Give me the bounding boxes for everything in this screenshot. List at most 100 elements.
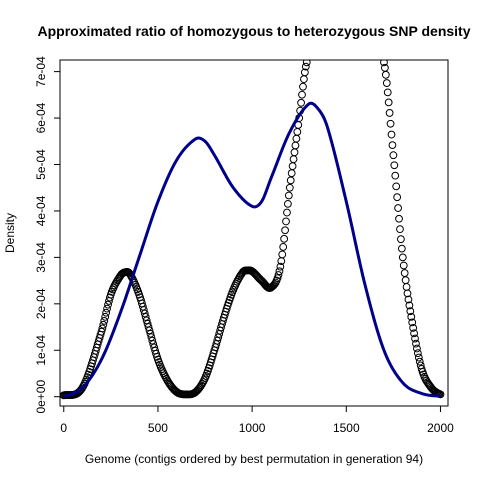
y-tick-label: 0e+00: [34, 380, 48, 414]
data-point: [98, 324, 107, 333]
data-point: [279, 243, 288, 251]
data-point: [390, 161, 399, 170]
data-point: [194, 385, 203, 394]
data-point: [103, 304, 111, 313]
data-point: [102, 308, 111, 317]
data-point: [401, 276, 410, 285]
data-point: [300, 75, 308, 84]
data-point: [302, 60, 311, 67]
data-point: [382, 79, 391, 87]
y-tick-label: 6e-04: [34, 102, 48, 133]
data-point: [402, 283, 411, 291]
data-point: [291, 141, 300, 150]
data-point: [386, 119, 395, 128]
data-point: [414, 353, 423, 362]
data-point: [147, 333, 156, 342]
data-point: [281, 226, 289, 235]
data-point: [391, 171, 400, 180]
x-tick-label: 1500: [333, 421, 360, 435]
x-tick-label: 500: [148, 421, 168, 435]
data-point: [403, 289, 412, 298]
x-axis-label: Genome (contigs ordered by best permutat…: [85, 452, 423, 466]
x-axis: 0 500 1000 1500 2000: [60, 405, 454, 435]
data-point: [146, 329, 155, 338]
data-point: [282, 217, 290, 226]
data-point: [393, 193, 402, 202]
data-point: [410, 329, 419, 338]
data-point: [284, 191, 293, 200]
y-tick-label: 2e-04: [34, 288, 48, 319]
data-point: [399, 261, 408, 270]
data-point: [298, 90, 306, 99]
data-point: [415, 357, 424, 366]
data-point: [286, 176, 295, 185]
data-point: [381, 70, 390, 79]
data-point: [283, 208, 291, 217]
y-tick-label: 7e-04: [34, 56, 48, 87]
data-point: [285, 183, 294, 192]
data-point: [417, 364, 426, 373]
data-point: [413, 344, 421, 353]
data-point: [278, 250, 287, 259]
plot-border: [59, 59, 449, 407]
data-point: [274, 271, 283, 279]
data-point: [400, 269, 409, 277]
data-point: [383, 88, 392, 97]
data-point: [293, 127, 302, 136]
data-point: [392, 182, 401, 191]
point-series: [60, 60, 445, 400]
data-point: [394, 204, 402, 212]
data-point: [397, 244, 406, 253]
data-point: [396, 225, 404, 234]
data-point: [104, 300, 112, 309]
data-point: [284, 199, 292, 208]
data-point: [145, 326, 154, 335]
data-point: [397, 235, 405, 244]
data-point: [299, 82, 307, 91]
chart-title: Approximated ratio of homozygous to hete…: [37, 23, 470, 39]
data-point: [411, 334, 419, 343]
data-point: [280, 234, 289, 243]
data-point: [395, 214, 403, 223]
data-point: [301, 62, 310, 71]
data-point: [297, 98, 305, 107]
data-point: [404, 295, 413, 304]
y-axis-label: Density: [3, 213, 17, 253]
data-point: [405, 301, 414, 310]
x-tick-label: 0: [60, 421, 67, 435]
x-tick-label: 2000: [427, 421, 454, 435]
data-point: [389, 151, 398, 160]
y-axis: 0e+00 1e-04 2e-04 3e-04 4e-04 5e-04 6e-04 7e-04: [34, 56, 61, 414]
data-point: [385, 109, 394, 117]
data-point: [436, 390, 445, 399]
y-tick-label: 1e-04: [34, 335, 48, 366]
y-tick-label: 3e-04: [34, 242, 48, 273]
data-point: [287, 169, 296, 178]
data-point: [407, 312, 416, 321]
data-point: [398, 253, 407, 262]
data-point: [101, 312, 110, 321]
y-tick-label: 5e-04: [34, 149, 48, 180]
data-point: [413, 349, 422, 358]
y-tick-label: 4e-04: [34, 195, 48, 226]
data-point: [408, 318, 417, 327]
data-point: [288, 162, 297, 171]
data-point: [275, 267, 284, 276]
data-point: [97, 327, 106, 336]
x-tick-label: 1000: [239, 421, 266, 435]
data-point: [380, 60, 388, 67]
data-point: [384, 98, 393, 107]
data-point: [139, 306, 148, 314]
data-point: [100, 316, 109, 325]
density-line: [63, 101, 441, 398]
data-point: [276, 262, 285, 271]
data-point: [289, 155, 298, 164]
data-point: [99, 320, 108, 329]
data-point: [140, 309, 149, 318]
data-point: [292, 134, 301, 143]
data-point: [388, 141, 397, 150]
data-point: [290, 148, 299, 157]
data-point: [406, 307, 415, 316]
plot-area: [60, 60, 445, 400]
